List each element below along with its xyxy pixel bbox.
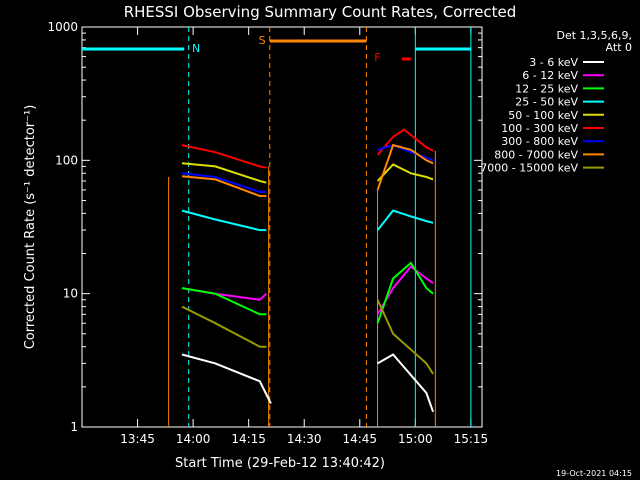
- legend-header-1: Det 1,3,5,6,9,: [556, 29, 632, 42]
- legend-label: 6 - 12 keV: [522, 69, 578, 82]
- series-line: [376, 299, 434, 375]
- legend-label: 7000 - 15000 keV: [480, 162, 578, 175]
- footer-timestamp: 19-Oct-2021 04:15: [556, 469, 632, 478]
- series-line: [181, 353, 272, 404]
- legend-header-2: Att 0: [606, 41, 632, 54]
- plot-frame: [81, 26, 483, 428]
- x-tick-label: 14:45: [342, 432, 377, 446]
- series-line: [181, 162, 267, 184]
- y-tick-label: 1000: [47, 20, 78, 34]
- chart-marks: 13:45 14:00 14:15 14:30 14:45 15:00 15:15 1 10 10…: [47, 20, 604, 446]
- x-tick-label: 15:15: [454, 432, 489, 446]
- y-axis-label: Corrected Count Rate (s⁻¹ detector⁻¹): [23, 105, 38, 350]
- series-line: [377, 144, 434, 162]
- chart-title: RHESSI Observing Summary Count Rates, Co…: [124, 3, 517, 21]
- series-line: [376, 261, 434, 324]
- series-line: [376, 128, 434, 156]
- x-tick-label: 14:15: [231, 432, 266, 446]
- series-line: [377, 353, 435, 413]
- series-line: [181, 287, 267, 316]
- x-tick-label: 14:30: [287, 432, 322, 446]
- legend-label: 50 - 100 keV: [508, 109, 578, 122]
- legend-label: 25 - 50 keV: [515, 96, 578, 109]
- x-tick-label: 14:00: [176, 432, 211, 446]
- y-tick-label: 10: [63, 287, 78, 301]
- series-line: [181, 144, 267, 169]
- series-line: [181, 175, 267, 197]
- x-axis-label: Start Time (29-Feb-12 13:40:42): [175, 456, 385, 471]
- series-line: [181, 305, 267, 348]
- y-tick-label: 100: [55, 153, 78, 167]
- series-line: [181, 172, 267, 193]
- legend-label: 300 - 800 keV: [501, 135, 578, 148]
- legend-label: 100 - 300 keV: [501, 122, 578, 135]
- legend-label: 800 - 7000 keV: [494, 148, 578, 161]
- x-tick-label: 15:00: [398, 432, 433, 446]
- legend-label: 12 - 25 keV: [515, 82, 578, 95]
- marker-label: N: [192, 42, 200, 55]
- marker-label: S: [259, 34, 266, 47]
- series-line: [181, 209, 267, 232]
- series-line: [376, 143, 434, 191]
- series-line: [376, 163, 434, 182]
- legend-label: 3 - 6 keV: [529, 56, 578, 69]
- series-line: [376, 209, 434, 231]
- series-line: [376, 265, 434, 315]
- x-tick-label: 13:45: [120, 432, 155, 446]
- marker-label: F: [374, 51, 380, 64]
- y-tick-label: 1: [70, 420, 78, 434]
